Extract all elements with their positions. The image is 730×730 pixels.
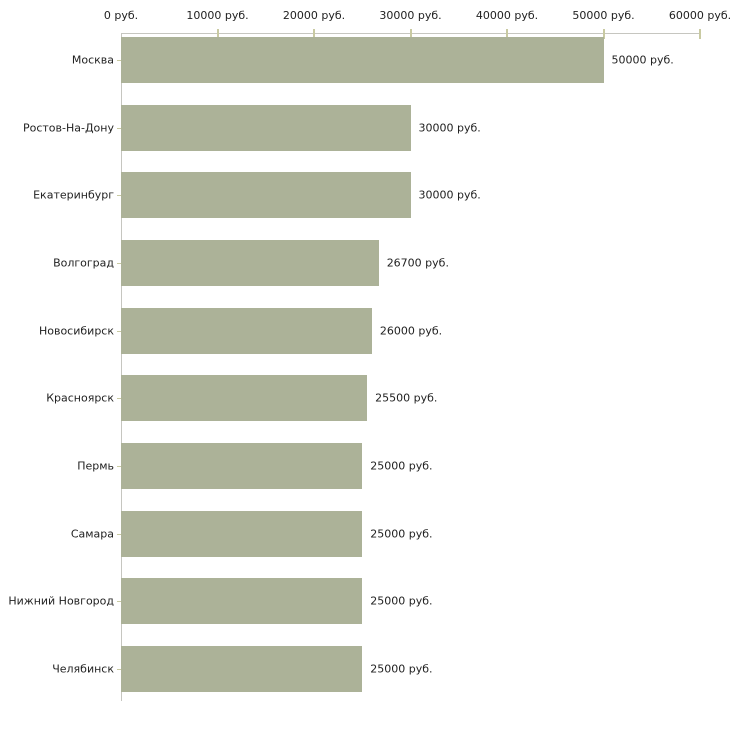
x-axis-tick-mark: [699, 29, 701, 39]
category-label: Самара: [70, 527, 114, 541]
category-tick-mark: [117, 398, 121, 400]
category-label: Ростов-На-Дону: [22, 121, 114, 135]
x-axis-tick-label: 40000 руб.: [475, 9, 539, 22]
bar-row: Москва 50000 руб.: [0, 26, 730, 94]
bar-row: Новосибирск 26000 руб.: [0, 297, 730, 365]
x-axis-tick-label: 60000 руб.: [668, 9, 730, 22]
x-axis-tick-label: 30000 руб.: [379, 9, 442, 22]
value-label: 25000 руб.: [370, 594, 433, 608]
bar: [121, 307, 372, 354]
category-tick-mark: [117, 195, 121, 197]
category-tick-mark: [117, 669, 121, 671]
bar: [121, 578, 363, 625]
value-label: 26000 руб.: [379, 324, 443, 338]
x-axis-tick-label: 10000 руб.: [186, 9, 249, 22]
x-axis-tick-mark: [506, 29, 508, 39]
value-label: 25500 руб.: [375, 391, 438, 405]
value-label: 50000 руб.: [611, 53, 674, 67]
bar-row: Нижний Новгород 25000 руб.: [0, 568, 730, 636]
x-axis-tick-label: 0 руб.: [103, 9, 139, 22]
value-label: 30000 руб.: [418, 188, 481, 202]
category-tick-mark: [117, 466, 121, 468]
x-axis-tick-mark: [602, 29, 605, 39]
category-tick-mark: [117, 127, 121, 129]
bar: [121, 510, 363, 557]
chart-rows: Москва 50000 руб. Ростов-На-Дону 30000 руб.…: [0, 26, 730, 703]
value-label: 25000 руб.: [370, 662, 433, 676]
bar-row: Пермь 25000 руб.: [0, 432, 730, 500]
value-label: 25000 руб.: [370, 459, 433, 473]
category-label: Москва: [71, 53, 114, 67]
category-label: Красноярск: [46, 391, 114, 405]
bar-row: Красноярск 25500 руб.: [0, 365, 730, 433]
x-axis-tick-label: 50000 руб.: [572, 9, 635, 22]
bar: [121, 239, 379, 286]
y-axis-line: [121, 33, 122, 701]
x-axis-tick-mark: [409, 29, 412, 39]
bar-row: Самара 25000 руб.: [0, 500, 730, 568]
x-axis-tick-label: 20000 руб.: [282, 9, 346, 22]
value-label: 30000 руб.: [418, 121, 481, 135]
category-tick-mark: [117, 601, 121, 603]
category-label: Челябинск: [52, 662, 114, 676]
category-label: Новосибирск: [38, 324, 114, 338]
category-label: Пермь: [77, 459, 114, 473]
category-label: Волгоград: [53, 256, 114, 270]
bar: [121, 646, 363, 693]
category-tick-mark: [117, 533, 121, 535]
bar-row: Екатеринбург 30000 руб.: [0, 161, 730, 229]
bar: [121, 443, 363, 490]
value-label: 25000 руб.: [370, 527, 433, 541]
x-axis-tick-mark: [313, 29, 315, 39]
category-tick-mark: [117, 59, 121, 61]
category-label: Нижний Новгород: [8, 594, 114, 608]
bar-row: Ростов-На-Дону 30000 руб.: [0, 94, 730, 162]
bar: [121, 104, 411, 151]
value-label: 26700 руб.: [386, 256, 449, 270]
bar-row: Челябинск 25000 руб.: [0, 635, 730, 703]
x-axis-tick-mark: [216, 29, 219, 39]
category-tick-mark: [117, 262, 121, 264]
bar: [121, 172, 411, 219]
category-label: Екатеринбург: [33, 188, 114, 202]
category-tick-mark: [117, 330, 121, 332]
bar: [121, 375, 368, 422]
bar: [121, 36, 604, 83]
bar-row: Волгоград 26700 руб.: [0, 229, 730, 297]
